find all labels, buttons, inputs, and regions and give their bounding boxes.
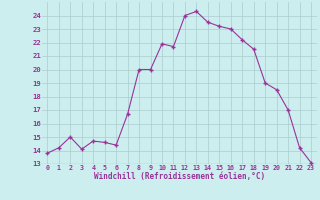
X-axis label: Windchill (Refroidissement éolien,°C): Windchill (Refroidissement éolien,°C) (94, 172, 265, 181)
